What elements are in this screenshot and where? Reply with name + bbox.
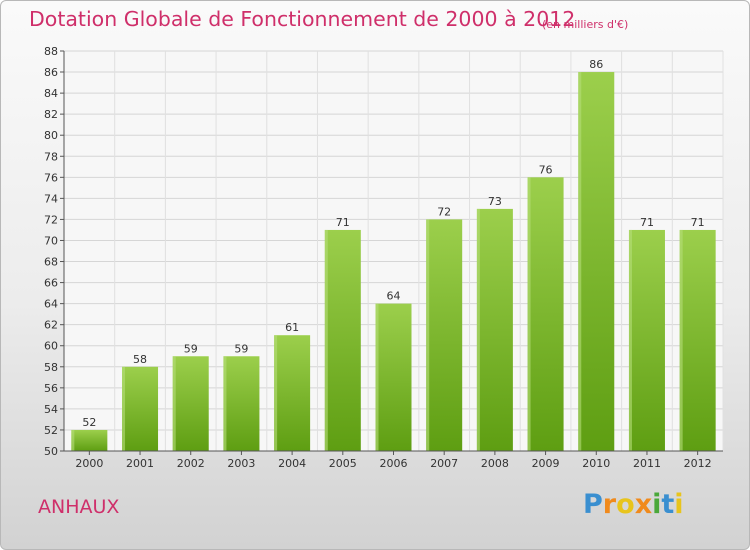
bar-highlight [628, 229, 632, 451]
bar-value-label: 71 [691, 216, 705, 229]
y-tick-label: 74 [44, 192, 58, 205]
y-tick-label: 80 [44, 129, 58, 142]
bar [578, 72, 615, 451]
brand-letter: r [602, 489, 617, 520]
y-tick-label: 62 [44, 319, 58, 332]
bar-highlight [71, 429, 75, 451]
bar-value-label: 58 [133, 353, 147, 366]
bar-highlight [172, 356, 176, 451]
chart-subtitle: (en milliers d'€) [542, 18, 629, 31]
bar-highlight [426, 219, 430, 451]
bar-value-label: 71 [640, 216, 654, 229]
y-tick-label: 66 [44, 277, 58, 290]
brand-letter: t [661, 489, 675, 520]
bar [527, 177, 564, 451]
y-tick-label: 58 [44, 361, 58, 374]
brand-letter: i [652, 489, 662, 520]
x-tick-label: 2003 [227, 457, 255, 470]
x-tick-label: 2009 [532, 457, 560, 470]
x-tick-label: 2012 [684, 457, 712, 470]
bar-highlight [527, 177, 531, 451]
bar [172, 356, 209, 451]
y-tick-label: 88 [44, 45, 58, 58]
proxiti-logo: Proxiti [583, 489, 684, 520]
brand-letter: x [634, 489, 653, 520]
bar [122, 366, 159, 451]
y-tick-label: 56 [44, 382, 58, 395]
x-tick-label: 2005 [329, 457, 357, 470]
bar [324, 229, 361, 451]
y-tick-label: 60 [44, 340, 58, 353]
commune-name: ANHAUX [38, 496, 120, 518]
brand-letter: i [674, 489, 684, 520]
bar-value-label: 59 [234, 342, 248, 355]
x-tick-label: 2006 [380, 457, 408, 470]
bar [628, 229, 665, 451]
bar-value-label: 86 [589, 58, 603, 71]
bar-value-label: 59 [184, 342, 198, 355]
bar-highlight [476, 208, 480, 451]
x-tick-label: 2011 [633, 457, 661, 470]
bar [679, 229, 716, 451]
bar-value-label: 71 [336, 216, 350, 229]
bar-value-label: 64 [387, 290, 401, 303]
bar [223, 356, 260, 451]
bar-highlight [679, 229, 683, 451]
bar-highlight [375, 303, 379, 451]
y-tick-label: 82 [44, 108, 58, 121]
y-tick-label: 68 [44, 256, 58, 269]
y-tick-label: 64 [44, 298, 58, 311]
x-tick-label: 2008 [481, 457, 509, 470]
bar [375, 303, 412, 451]
bar-highlight [122, 366, 126, 451]
y-tick-label: 50 [44, 445, 58, 458]
bar-value-label: 61 [285, 321, 299, 334]
y-tick-label: 72 [44, 213, 58, 226]
bar-value-label: 72 [437, 205, 451, 218]
brand-letter: P [583, 489, 603, 520]
y-tick-label: 86 [44, 66, 58, 79]
bar-value-label: 76 [539, 163, 553, 176]
bar-highlight [324, 229, 328, 451]
brand-letter: o [616, 489, 635, 520]
bar-value-label: 73 [488, 195, 502, 208]
x-tick-label: 2002 [177, 457, 205, 470]
bar-highlight [274, 335, 278, 451]
y-tick-label: 84 [44, 87, 58, 100]
bar-highlight [578, 72, 582, 451]
x-tick-label: 2001 [126, 457, 154, 470]
bar [274, 335, 311, 451]
y-tick-label: 78 [44, 150, 58, 163]
x-tick-label: 2000 [75, 457, 103, 470]
x-tick-label: 2004 [278, 457, 306, 470]
bar-highlight [223, 356, 227, 451]
y-tick-label: 54 [44, 403, 58, 416]
x-tick-label: 2007 [430, 457, 458, 470]
bar [71, 429, 108, 451]
chart-title: Dotation Globale de Fonctionnement de 20… [29, 7, 576, 31]
x-tick-label: 2010 [582, 457, 610, 470]
bar-value-label: 52 [82, 416, 96, 429]
bar [476, 208, 513, 451]
y-tick-label: 70 [44, 234, 58, 247]
y-tick-label: 76 [44, 171, 58, 184]
y-tick-label: 52 [44, 424, 58, 437]
bar [426, 219, 463, 451]
